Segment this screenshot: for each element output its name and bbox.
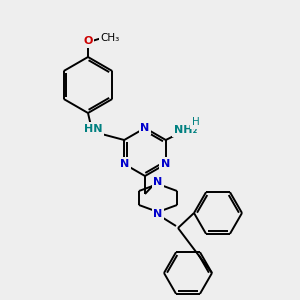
- Text: CH₃: CH₃: [100, 33, 120, 43]
- Text: N: N: [153, 177, 163, 187]
- Text: O: O: [83, 36, 93, 46]
- Text: HN: HN: [84, 124, 102, 134]
- Text: NH₂: NH₂: [174, 125, 197, 135]
- Text: N: N: [153, 209, 163, 219]
- Text: N: N: [120, 159, 129, 169]
- Text: H: H: [192, 117, 200, 127]
- Text: N: N: [140, 123, 150, 133]
- Text: N: N: [161, 159, 170, 169]
